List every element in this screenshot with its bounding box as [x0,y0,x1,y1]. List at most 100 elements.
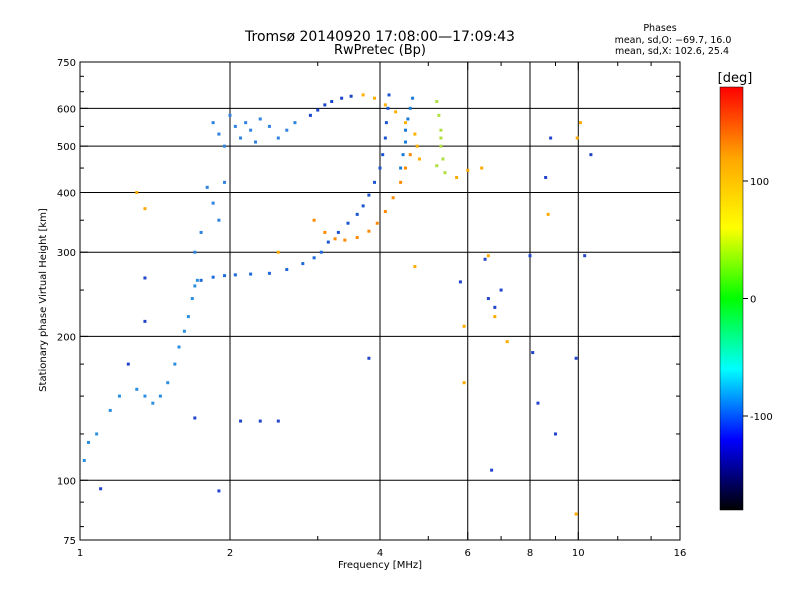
y-tick-label: 500 [57,142,76,153]
x-tick-label: 10 [572,548,585,559]
data-point [373,180,377,184]
colorbar-tick-label: 100 [750,177,769,188]
data-point [399,180,403,184]
data-point [408,106,412,110]
data-point [173,362,177,366]
data-point [378,166,382,170]
data-point [583,254,587,258]
y-tick-label: 100 [57,476,76,487]
data-point [217,218,221,222]
data-point [403,166,407,170]
y-tick-label: 400 [57,188,76,199]
data-point [437,113,441,117]
axis-ticks: 1 2 4 6 8 10 16 75 100 200 300 400 500 600 750 [57,58,686,559]
y-axis-label: Stationary phase Virtual Height [km] [38,208,49,392]
data-point [330,100,334,104]
colorbar-tick-label: -100 [750,412,773,423]
data-point [483,257,487,261]
data-point [158,394,162,398]
data-point [323,103,327,107]
x-tick-label: 6 [465,548,471,559]
data-point [443,171,447,175]
x-tick-label: 16 [674,548,687,559]
data-point [333,237,337,241]
data-point [217,489,221,493]
data-point [574,512,578,516]
data-point [199,278,203,282]
data-point [267,124,271,128]
x-tick-label: 2 [227,548,233,559]
colorbar-label: [deg] [718,71,753,86]
data-points [82,93,593,516]
data-point [403,121,407,125]
data-point [458,280,462,284]
data-point [549,136,553,140]
data-point [199,230,203,234]
data-point [258,117,262,121]
data-point [415,144,419,148]
colorbar-ticks: 100 0 -100 [743,177,773,423]
data-point [301,262,305,266]
data-point [253,140,257,144]
data-point [190,297,194,301]
data-point [166,381,170,385]
data-point [439,144,443,148]
data-point [267,271,271,275]
data-point [258,419,262,423]
chart-title: Tromsø 20140920 17:08:00—17:09:43 [244,29,515,45]
data-point [355,212,359,216]
data-point [383,210,387,214]
data-point [233,124,237,128]
data-point [435,100,439,104]
data-point [462,324,466,328]
data-point [384,121,388,125]
data-point [319,250,323,254]
data-point [367,193,371,197]
data-point [373,96,377,100]
data-point [326,240,330,244]
data-point [223,144,227,148]
data-point [211,201,215,205]
data-point [312,218,316,222]
data-point [205,185,209,189]
data-point [403,128,407,132]
data-point [177,345,181,349]
data-point [276,419,280,423]
data-point [82,458,86,462]
data-point [383,103,387,107]
y-tick-label: 300 [57,248,76,259]
data-point [413,265,417,269]
data-point [182,329,186,333]
data-point [108,408,112,412]
data-point [355,236,359,240]
data-point [249,272,253,276]
data-point [536,401,540,405]
data-point [143,394,147,398]
data-point [417,157,421,161]
data-point [239,136,243,140]
data-point [308,113,312,117]
data-point [193,416,197,420]
data-point [151,401,155,405]
data-point [86,440,90,444]
data-point [285,128,289,132]
data-point [480,166,484,170]
data-point [239,419,243,423]
data-point [466,168,470,172]
data-point [403,140,407,144]
data-point [117,394,121,398]
data-point [233,273,237,277]
x-tick-label: 4 [377,548,383,559]
data-point [493,305,497,309]
data-point [589,153,593,157]
data-point [143,276,147,280]
data-point [391,196,395,200]
data-point [490,468,494,472]
data-point [408,153,412,157]
plot-frame [79,61,681,541]
data-point [195,278,199,282]
data-point [546,212,550,216]
data-point [346,221,350,225]
colorbar [719,86,744,511]
